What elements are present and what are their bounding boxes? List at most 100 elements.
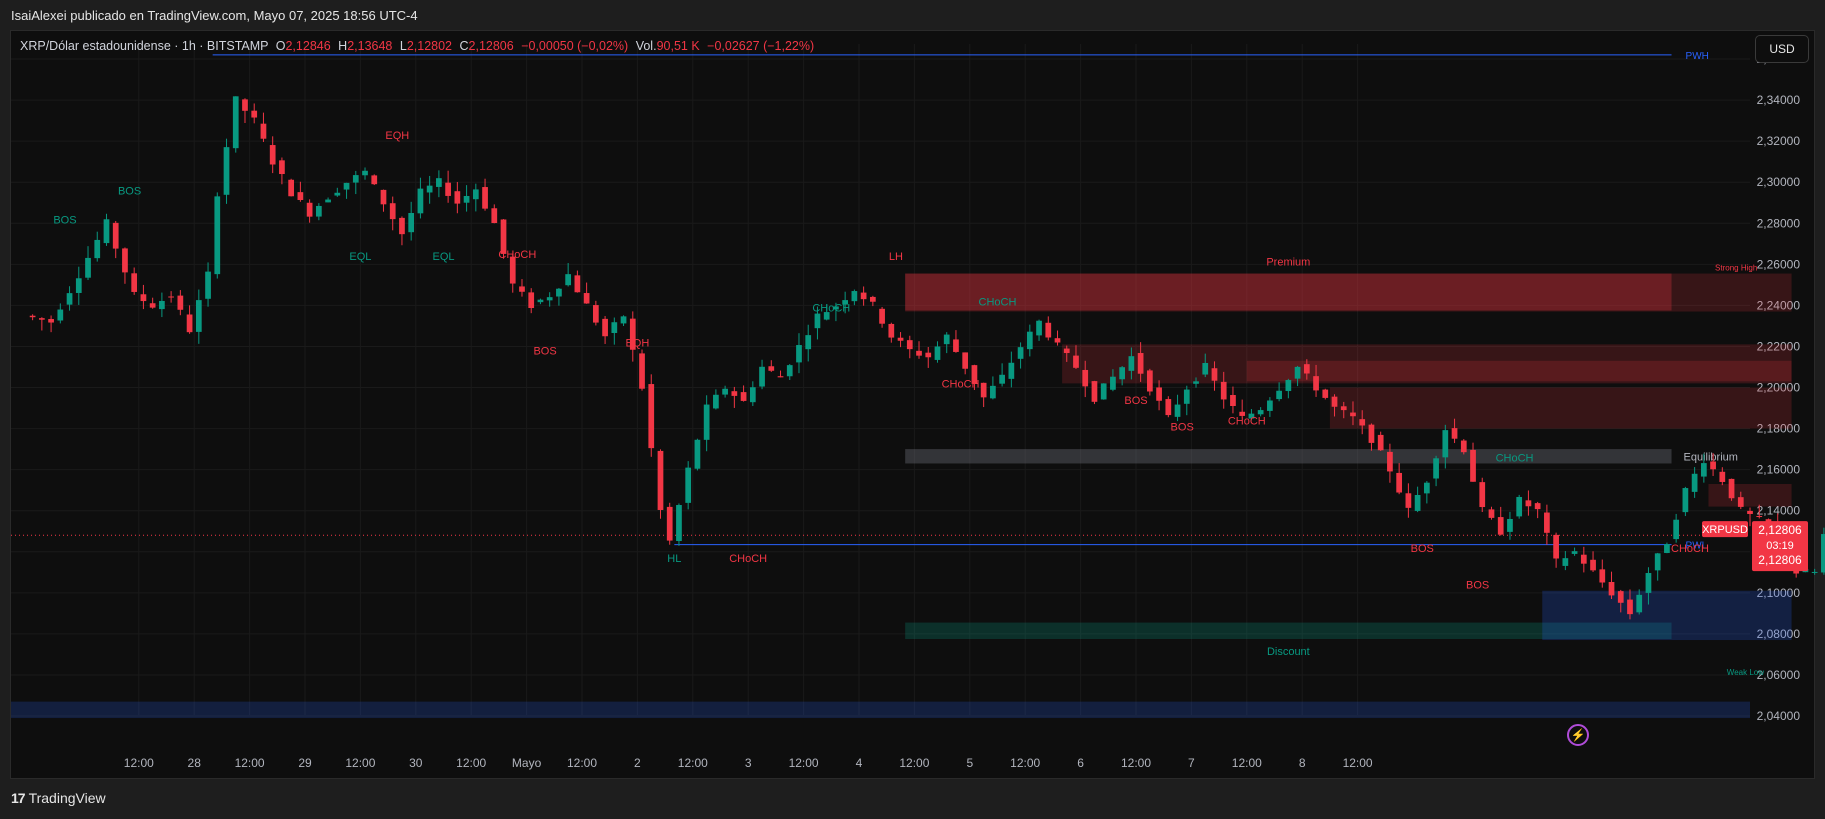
candle bbox=[1156, 387, 1162, 401]
candle bbox=[1054, 338, 1061, 343]
candle bbox=[611, 322, 618, 333]
candle bbox=[980, 382, 987, 398]
zone-label: Equilibrium bbox=[1684, 451, 1738, 463]
currency-button[interactable]: USD bbox=[1755, 35, 1809, 63]
candle bbox=[399, 217, 405, 235]
candle bbox=[334, 192, 341, 196]
candle bbox=[66, 293, 73, 305]
candle bbox=[565, 274, 572, 286]
candle bbox=[482, 187, 488, 209]
candle bbox=[1267, 400, 1273, 411]
x-tick-label: 8 bbox=[1299, 756, 1306, 770]
candle bbox=[740, 392, 747, 401]
candle bbox=[1497, 517, 1504, 535]
candle bbox=[639, 353, 645, 389]
candle bbox=[463, 195, 470, 203]
candle bbox=[1747, 510, 1753, 514]
candle bbox=[657, 450, 664, 510]
price-tag-last: 2,12806 bbox=[1758, 523, 1802, 537]
candle bbox=[1821, 534, 1825, 573]
lightning-icon[interactable]: ⚡ bbox=[1567, 724, 1589, 746]
candle bbox=[731, 391, 738, 396]
candle bbox=[916, 350, 922, 356]
candle bbox=[953, 339, 959, 352]
candle bbox=[426, 185, 433, 193]
candle bbox=[1710, 461, 1716, 470]
x-tick-label: 12:00 bbox=[789, 756, 819, 770]
structure-label: BOS bbox=[53, 214, 76, 226]
x-tick-label: 29 bbox=[298, 756, 312, 770]
x-tick-label: 7 bbox=[1188, 756, 1195, 770]
candle bbox=[1423, 482, 1430, 494]
x-tick-label: 12:00 bbox=[899, 756, 929, 770]
symbol-tag-label: XRPUSD bbox=[1702, 524, 1748, 536]
candle bbox=[1193, 381, 1199, 384]
candle bbox=[546, 297, 553, 301]
candle bbox=[94, 239, 101, 259]
candle bbox=[971, 365, 978, 384]
candle bbox=[796, 345, 802, 363]
candle bbox=[823, 312, 830, 320]
order-block bbox=[905, 273, 1792, 312]
candle bbox=[131, 273, 138, 292]
candle bbox=[279, 160, 285, 175]
y-tick-label: 2,34000 bbox=[1757, 93, 1801, 107]
symbol-tag[interactable] bbox=[1702, 521, 1748, 538]
structure-label: CHoCH bbox=[1228, 415, 1266, 427]
candle bbox=[1617, 591, 1624, 603]
candle bbox=[362, 170, 368, 176]
x-tick-label: 6 bbox=[1077, 756, 1084, 770]
candle bbox=[1608, 582, 1615, 596]
candle bbox=[851, 291, 858, 302]
level-label: PWL bbox=[1686, 541, 1708, 552]
price-tag[interactable] bbox=[1752, 521, 1808, 572]
candle bbox=[925, 352, 932, 358]
candle bbox=[436, 178, 442, 187]
candle bbox=[232, 96, 239, 149]
candle bbox=[1257, 410, 1264, 415]
candle bbox=[1414, 494, 1421, 511]
candle bbox=[85, 257, 91, 278]
zone-label: Premium bbox=[1266, 257, 1310, 269]
candle bbox=[1405, 493, 1412, 508]
candle bbox=[713, 394, 719, 409]
candle bbox=[140, 294, 147, 302]
y-tick-label: 2,32000 bbox=[1757, 134, 1801, 148]
candle bbox=[1590, 559, 1596, 571]
candle bbox=[1433, 458, 1439, 479]
symbol-title[interactable]: XRP/Dólar estadounidense · 1h · BITSTAMP bbox=[20, 39, 269, 53]
tradingview-brand[interactable]: 17 TradingView bbox=[11, 790, 106, 806]
candle bbox=[528, 292, 535, 309]
y-tick-label: 2,28000 bbox=[1757, 216, 1801, 230]
candle bbox=[103, 219, 110, 244]
candle bbox=[1110, 376, 1116, 390]
y-tick-label: 2,22000 bbox=[1757, 339, 1801, 353]
structure-label: BOS bbox=[1124, 395, 1147, 407]
candle bbox=[1811, 571, 1818, 573]
candle bbox=[777, 376, 784, 378]
candle bbox=[1100, 383, 1107, 400]
x-tick-label: Mayo bbox=[512, 756, 542, 770]
candle bbox=[1387, 451, 1393, 472]
tradingview-logo-icon: 17 bbox=[11, 790, 26, 806]
candle bbox=[1285, 380, 1292, 392]
level-label: PWH bbox=[1686, 51, 1709, 62]
candle bbox=[842, 300, 849, 305]
candle bbox=[408, 212, 415, 233]
candle bbox=[833, 306, 839, 310]
candle bbox=[75, 278, 82, 293]
candle bbox=[1359, 419, 1366, 426]
volume-key: Vol. bbox=[635, 39, 657, 53]
order-block bbox=[1542, 590, 1792, 641]
candle bbox=[962, 352, 969, 369]
high-value: 2,13648 bbox=[347, 39, 393, 53]
candle bbox=[1507, 518, 1513, 532]
candle bbox=[1350, 412, 1356, 417]
y-tick-label: 2,24000 bbox=[1757, 298, 1801, 312]
candle bbox=[1146, 370, 1153, 392]
close-value: 2,12806 bbox=[468, 39, 514, 53]
candle bbox=[1682, 488, 1689, 513]
candle bbox=[694, 439, 701, 469]
zone-label: Discount bbox=[1267, 646, 1310, 658]
